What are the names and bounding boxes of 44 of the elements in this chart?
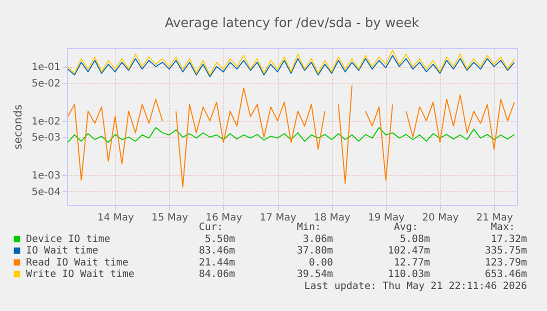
- text: 17.32m: [490, 234, 527, 245]
- text: Avg:: [394, 222, 418, 233]
- x-tick-label: 19 May: [368, 212, 405, 224]
- text: Cur:: [198, 222, 223, 233]
- legend-label: Read IO Wait time: [26, 257, 128, 268]
- chart-title: Average latency for /dev/sda - by week: [164, 16, 420, 31]
- x-tick-label: 21 May: [476, 212, 513, 224]
- text: 110.03m: [388, 269, 430, 280]
- x-tick-label: 15 May: [151, 212, 188, 224]
- text: 12.77m: [394, 257, 430, 268]
- y-tick-label: 5e-04: [32, 186, 60, 198]
- text: Max:: [490, 222, 515, 233]
- text: 37.80m: [296, 246, 333, 257]
- y-tick-label: 1e-02: [32, 116, 60, 128]
- text: 3.06m: [302, 234, 333, 245]
- text: 21.44m: [198, 257, 235, 268]
- text: Last update: Thu May 21 22:11:46 2026: [304, 280, 527, 292]
- x-tick-label: 16 May: [206, 212, 242, 224]
- line-series: [67, 50, 515, 76]
- legend-label: Write IO Wait time: [26, 269, 134, 280]
- y-tick-label: 1e-03: [32, 170, 60, 182]
- x-tick-label: 20 May: [422, 212, 459, 224]
- legend-label: Device IO time: [26, 234, 110, 245]
- text: 335.75m: [484, 246, 527, 257]
- x-tick-label: 14 May: [97, 212, 134, 224]
- text: Min:: [296, 222, 321, 233]
- text: 0.00: [308, 257, 333, 268]
- text: 5.08m: [400, 234, 430, 245]
- x-tick-label: 17 May: [260, 212, 296, 224]
- legend-label: IO Wait time: [26, 246, 98, 257]
- y-tick-label: 5e-02: [32, 78, 60, 90]
- x-tick-label: 18 May: [314, 212, 351, 224]
- text: 39.54m: [296, 269, 333, 280]
- y-tick-label: 1e-01: [32, 62, 60, 74]
- line-series: [67, 55, 515, 78]
- text: 5.50m: [204, 234, 235, 245]
- text: 84.06m: [198, 269, 235, 280]
- text: 123.79m: [484, 257, 527, 268]
- y-tick-label: 5e-03: [32, 132, 60, 144]
- y-axis-title: seconds: [12, 104, 25, 150]
- text: 83.46m: [198, 246, 235, 257]
- line-series: [67, 127, 515, 143]
- text: 653.46m: [484, 269, 527, 280]
- text: 102.47m: [388, 246, 430, 257]
